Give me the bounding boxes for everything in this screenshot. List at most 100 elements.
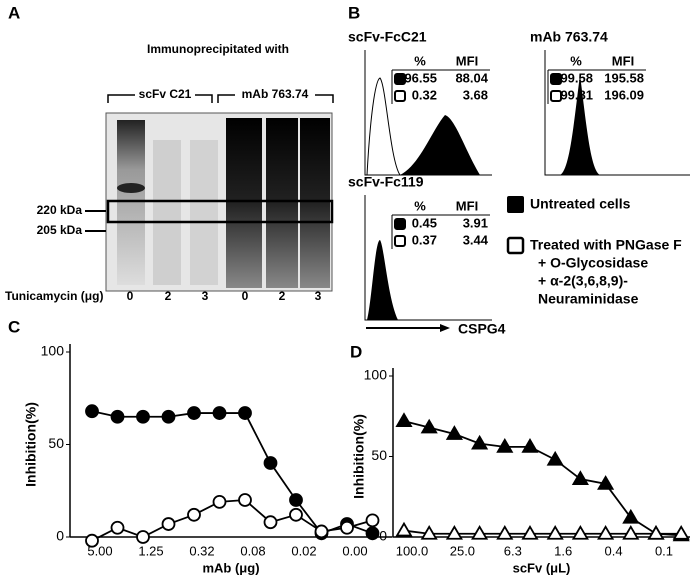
- table-header: %: [414, 198, 426, 213]
- row-swatch: [394, 90, 406, 102]
- lane: [190, 140, 218, 285]
- x-tick-label: 0.32: [189, 543, 214, 558]
- lane: [266, 118, 298, 288]
- lane-label: 2: [165, 289, 172, 303]
- panel-letter: A: [8, 3, 20, 22]
- table-cell: 0.32: [412, 87, 437, 102]
- circle-marker: [161, 409, 176, 424]
- y-tick-label: 50: [48, 435, 64, 451]
- lane-label: 2: [279, 289, 286, 303]
- histogram-filled: [400, 115, 480, 175]
- panel-letter: B: [348, 3, 360, 22]
- lane-axis: Tunicamycin (μg): [5, 289, 103, 303]
- circle-marker: [314, 524, 329, 539]
- circle-marker: [136, 409, 150, 424]
- legend-label: Neuraminidase: [538, 291, 639, 307]
- circle-marker: [85, 404, 99, 419]
- y-tick-label: 50: [371, 447, 387, 463]
- triangle-marker: [571, 524, 589, 540]
- panel-letter: C: [8, 317, 20, 336]
- x-tick-label: 25.0: [450, 543, 475, 558]
- legend-label: Untreated cells: [530, 196, 631, 212]
- circle-marker: [212, 406, 227, 420]
- series-line: [403, 529, 682, 535]
- plot-title: scFv-Fc119: [348, 174, 424, 190]
- triangle-marker: [496, 524, 514, 540]
- panel-b: B scFv-FcC21 mAb 763.74 scFv-Fc119 CSPG4…: [348, 3, 690, 337]
- y-axis-title: Inhibition(%): [351, 414, 367, 499]
- table-cell: 196.09: [604, 87, 644, 102]
- table-cell: 88.04: [455, 70, 488, 85]
- triangle-marker: [395, 521, 413, 537]
- circle-marker: [85, 533, 99, 548]
- series-line: [91, 499, 373, 542]
- lane-label: 3: [315, 289, 322, 303]
- lane-label: 3: [202, 289, 209, 303]
- triangle-marker: [571, 470, 589, 485]
- panel-letter: D: [350, 342, 362, 361]
- triangle-marker: [672, 524, 690, 540]
- histogram-filled: [367, 240, 398, 320]
- circle-marker: [238, 406, 252, 420]
- triangle-marker: [647, 524, 665, 540]
- marker-label: 205 kDa: [37, 223, 83, 237]
- table-cell: 96.55: [404, 70, 437, 85]
- panel-a: A Immunoprecipitated with scFv C21 mAb 7…: [5, 3, 334, 303]
- x-tick-label: 1.25: [138, 543, 163, 558]
- y-tick-label: 0: [379, 528, 387, 544]
- x-axis-title: scFv (μL): [513, 560, 571, 575]
- legend-label: Treated with PNGase F: [530, 237, 682, 253]
- lane: [117, 120, 145, 285]
- triangle-marker: [546, 524, 564, 540]
- circle-marker: [263, 515, 278, 530]
- table-cell: 3.91: [463, 215, 488, 230]
- y-tick-label: 100: [41, 343, 65, 359]
- y-axis-title: Inhibition(%): [23, 402, 39, 487]
- x-axis-title: mAb (μg): [202, 560, 259, 575]
- circle-marker: [161, 517, 176, 531]
- lane-label: 0: [127, 289, 134, 303]
- heading: Immunoprecipitated with: [147, 42, 289, 56]
- table-header: MFI: [456, 53, 478, 68]
- x-tick-label: 6.3: [504, 543, 522, 558]
- triangle-marker: [597, 475, 615, 490]
- row-swatch: [394, 235, 406, 247]
- table-cell: 99.81: [560, 87, 593, 102]
- x-tick-label: 0.02: [291, 543, 316, 558]
- circle-marker: [187, 406, 201, 420]
- label-bg: [235, 88, 315, 102]
- plot-title: scFv-FcC21: [348, 29, 427, 45]
- axis-arrowhead: [440, 324, 450, 332]
- circle-marker: [212, 494, 227, 509]
- table-cell: 3.44: [463, 232, 489, 247]
- marker-label: 220 kDa: [37, 203, 83, 217]
- x-tick-label: 0.1: [655, 543, 673, 558]
- triangle-marker: [597, 524, 615, 540]
- legend-label: + α-2(3,6,8,9)-: [538, 273, 628, 289]
- y-tick-label: 100: [364, 367, 388, 383]
- table-header: %: [570, 53, 582, 68]
- histogram-open: [366, 77, 401, 176]
- table-header: MFI: [456, 198, 478, 213]
- group-label: scFv C21: [139, 87, 192, 101]
- circle-marker: [238, 493, 252, 507]
- x-tick-label: 1.6: [554, 543, 572, 558]
- lane: [226, 118, 262, 288]
- table-cell: 0.37: [412, 232, 437, 247]
- row-swatch: [394, 218, 406, 230]
- group-label: mAb 763.74: [242, 87, 309, 101]
- triangle-marker: [521, 524, 539, 540]
- triangle-marker: [622, 508, 640, 524]
- tables: % MFI 96.55 88.04 0.32 3.68% MFI 99.58 195.58 99.…: [391, 53, 646, 249]
- triangle-marker: [445, 524, 463, 540]
- lane: [153, 140, 181, 285]
- legend-label: + O-Glycosidase: [538, 255, 648, 271]
- y-tick-label: 0: [56, 528, 64, 544]
- series-line: [403, 420, 682, 537]
- triangle-marker: [395, 412, 413, 427]
- series-line: [91, 410, 373, 535]
- triangle-marker: [546, 450, 564, 466]
- triangle-marker: [496, 438, 514, 453]
